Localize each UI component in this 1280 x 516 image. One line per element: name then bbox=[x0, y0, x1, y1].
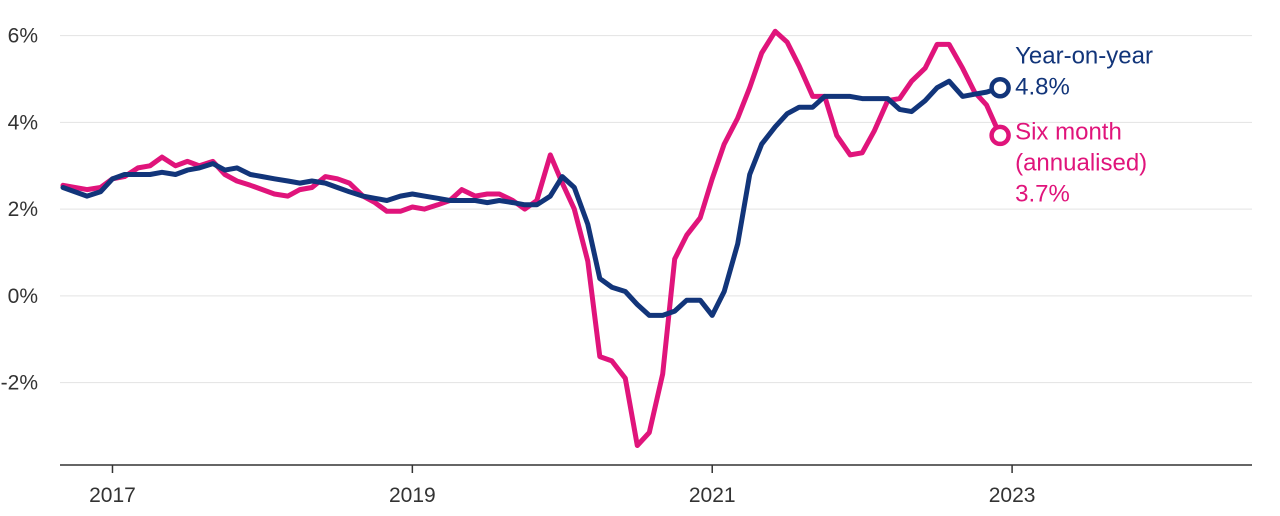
series-label-line: Year-on-year bbox=[1015, 43, 1153, 70]
x-tick-label: 2021 bbox=[689, 484, 736, 507]
series-label-year-on-year: Year-on-year 4.8% bbox=[1015, 43, 1153, 101]
gridlines bbox=[60, 35, 1252, 384]
y-tick-label: 4% bbox=[8, 111, 38, 134]
y-tick-label: 2% bbox=[8, 198, 38, 221]
series-end-value: 3.7% bbox=[1015, 180, 1070, 207]
x-tick-label: 2019 bbox=[389, 484, 436, 507]
y-tick-label: 6% bbox=[8, 25, 38, 48]
x-tick-label: 2017 bbox=[89, 484, 136, 507]
series-label-line: (annualised) bbox=[1015, 149, 1147, 176]
axes: 6% 4% 2% 0% -2% 2017 2019 2021 2023 bbox=[1, 25, 1252, 507]
end-marker-year-on-year bbox=[989, 76, 1011, 99]
end-marker-six-month-annualised bbox=[989, 124, 1011, 147]
series-lines bbox=[60, 28, 1003, 448]
series-line-year-on-year bbox=[60, 78, 1003, 318]
series-line-six-month-annualised bbox=[60, 28, 1003, 448]
series-label-line: Six month bbox=[1015, 118, 1122, 145]
series-labels: Year-on-year 4.8% Six month (annualised) 3.7… bbox=[989, 43, 1153, 207]
x-tick-label: 2023 bbox=[989, 484, 1036, 507]
y-tick-label: -2% bbox=[1, 372, 38, 395]
y-tick-label: 0% bbox=[8, 285, 38, 308]
series-label-six-month-annualised: Six month (annualised) 3.7% bbox=[1015, 118, 1147, 207]
series-end-value: 4.8% bbox=[1015, 74, 1070, 101]
